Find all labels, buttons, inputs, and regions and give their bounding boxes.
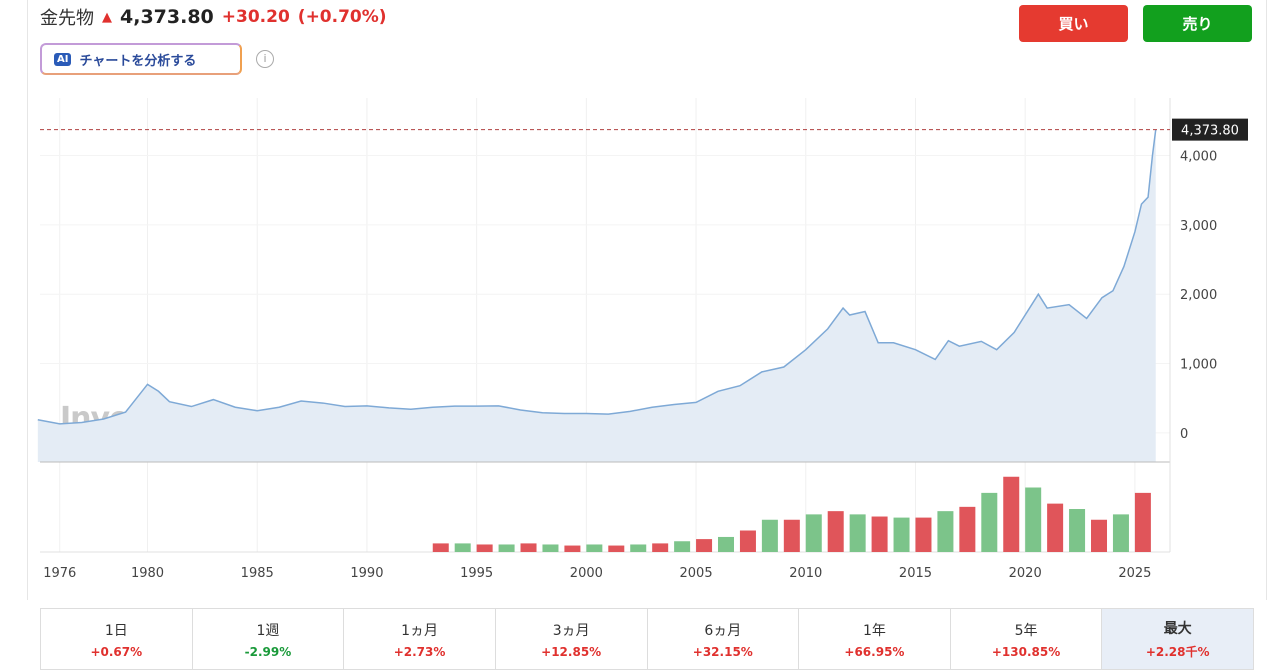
- frame-right: [1266, 0, 1267, 600]
- period-label: 5年: [1014, 622, 1038, 639]
- period-cell[interactable]: 最大 +2.28千%: [1102, 609, 1253, 669]
- volume-bar: [1091, 519, 1108, 552]
- y-tick-label: 4,000: [1180, 150, 1217, 165]
- y-tick-label: 0: [1180, 427, 1188, 442]
- period-table: 1日 +0.67% 1週 -2.99% 1ヵ月 +2.73% 3ヵ月 +12.85% 6ヵ月 +3…: [40, 608, 1254, 670]
- x-tick-label: 2000: [570, 566, 603, 581]
- x-tick-label: 1980: [131, 566, 164, 581]
- volume-bar: [871, 516, 888, 552]
- volume-bar: [739, 530, 756, 552]
- x-tick-label: 1990: [350, 566, 383, 581]
- volume-bar: [783, 519, 800, 552]
- period-cell[interactable]: 1日 +0.67%: [41, 609, 193, 669]
- ai-badge: AI: [54, 52, 72, 66]
- header: 金先物 ▲ 4,373.80 +30.20 (+0.70%): [40, 4, 387, 30]
- ai-label: チャートを分析する: [79, 53, 197, 69]
- volume-bar: [827, 511, 844, 552]
- volume-bar: [805, 514, 822, 552]
- line: [37, 129, 1157, 425]
- x-tick-label: 2010: [789, 566, 822, 581]
- ai-button[interactable]: AI チャートを分析する: [40, 43, 242, 75]
- volume-bar: [718, 536, 734, 552]
- volume-bar: [652, 543, 669, 552]
- period-label: 3ヵ月: [552, 622, 590, 639]
- x-tick-label: 1995: [460, 566, 493, 581]
- volume-bar: [1112, 514, 1129, 552]
- period-change: +2.28千%: [1145, 645, 1210, 659]
- chart: 1976 1980 1985 1990 1995 2000 2005 2010 2015 2020…: [37, 98, 1248, 581]
- volume-bar: [630, 544, 647, 552]
- last-price-label: 4,373.80: [1181, 124, 1239, 139]
- volume-bar: [1025, 487, 1042, 552]
- change: +30.20: [221, 7, 290, 27]
- volume-bar: [937, 511, 954, 552]
- area: [37, 129, 1156, 462]
- x-tick-label: 1976: [43, 566, 76, 581]
- y-tick-label: 2,000: [1180, 288, 1217, 303]
- change-pct: (+0.70%): [297, 7, 387, 27]
- volume-bar: [1069, 509, 1086, 552]
- buy-button[interactable]: 買い: [1019, 5, 1128, 42]
- volume-bar: [608, 545, 625, 552]
- period-label: 6ヵ月: [704, 622, 742, 639]
- period-change: +130.85%: [991, 644, 1061, 659]
- period-cell[interactable]: 5年 +130.85%: [951, 609, 1103, 669]
- volume-bar: [1003, 476, 1020, 552]
- period-label: 1日: [104, 622, 128, 639]
- x-tick-label: 2020: [1009, 566, 1042, 581]
- period-change: +32.15%: [692, 644, 753, 659]
- last-price-box: [1172, 118, 1248, 141]
- y-tick-label: 1,000: [1180, 358, 1217, 373]
- period-label: 1年: [862, 622, 886, 639]
- period-change: +66.95%: [844, 644, 905, 659]
- volume-bar: [959, 506, 976, 552]
- volume-bar: [586, 544, 603, 552]
- volume-bar: [432, 543, 449, 552]
- period-cell[interactable]: 1週 -2.99%: [193, 609, 345, 669]
- y-tick-label: 3,000: [1180, 219, 1217, 234]
- volume-bar: [849, 514, 866, 552]
- period-change: +2.73%: [393, 644, 446, 659]
- period-label: 1ヵ月: [401, 622, 439, 639]
- volume-bar: [893, 517, 910, 552]
- volume-bar: [1047, 503, 1064, 552]
- x-tick-label: 2005: [680, 566, 713, 581]
- volume-bar: [476, 544, 493, 552]
- volume-bar: [498, 544, 515, 552]
- x-tick-label: 2015: [899, 566, 932, 581]
- up-icon: ▲: [102, 9, 112, 25]
- period-label: 1週: [256, 622, 280, 639]
- frame-left: [27, 0, 28, 600]
- period-change: -2.99%: [244, 644, 292, 659]
- period-change: +12.85%: [541, 644, 602, 659]
- x-tick-label: 1985: [241, 566, 274, 581]
- volume-bar: [761, 519, 778, 552]
- price: 4,373.80: [120, 6, 214, 28]
- period-cell[interactable]: 1ヵ月 +2.73%: [344, 609, 496, 669]
- period-cell[interactable]: 6ヵ月 +32.15%: [648, 609, 800, 669]
- period-cell[interactable]: 3ヵ月 +12.85%: [496, 609, 648, 669]
- volume-bar: [674, 541, 691, 552]
- volume-bar: [915, 517, 932, 552]
- period-cell[interactable]: 1年 +66.95%: [799, 609, 951, 669]
- period-label: 最大: [1163, 621, 1192, 637]
- volume-bar: [696, 539, 713, 552]
- volume-bar: [520, 543, 537, 552]
- x-tick-label: 2025: [1118, 566, 1151, 581]
- title: 金先物: [40, 8, 94, 29]
- volume-bar: [542, 544, 559, 552]
- volume-bar: [454, 543, 471, 552]
- volume-bar: [981, 492, 998, 552]
- info-icon[interactable]: i: [256, 50, 274, 68]
- volume-bar: [564, 545, 581, 552]
- period-change: +0.67%: [90, 644, 143, 659]
- sell-button[interactable]: 売り: [1143, 5, 1252, 42]
- volume-bar: [1134, 492, 1151, 552]
